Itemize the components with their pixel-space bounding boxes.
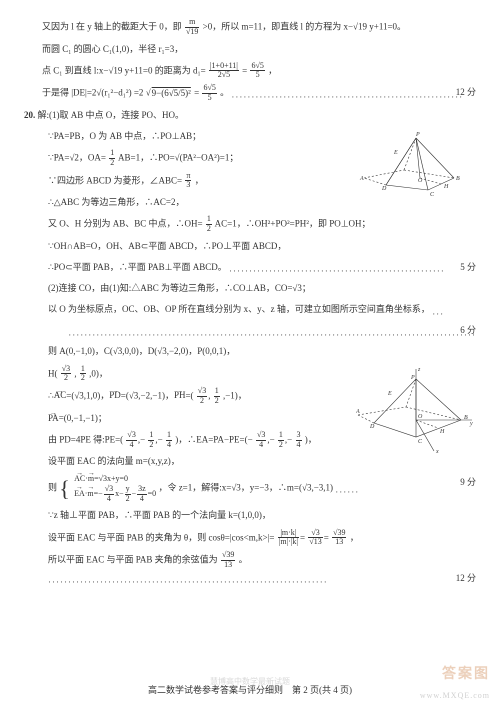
text-line: 而圆 C₁ 的圆心 C₁(1,0)，半径 r₁=3， xyxy=(24,41,476,58)
text-line: ∵OH∩AB=O，OH、AB⊂平面 ABCD，∴PO⊥平面 ABCD， xyxy=(24,238,476,255)
text-line: 以 O 为坐标原点，OC、OB、OP 所在直线分别为 x、y、z 轴，可建立如图… xyxy=(24,301,476,318)
text-line: ∴△ABC 为等边三角形，∴AC=2， xyxy=(24,194,476,211)
watermark-main: 答案图 xyxy=(442,662,490,689)
text-line: H( √32 , 12 ,0)， xyxy=(24,365,476,384)
text-line: ∵PA=√2，OA= 12 AB=1，∴PO=√(PA²−OA²)=1； xyxy=(24,149,476,168)
text-line: 由 PD=4PE 得:PE=( √34,− 12,− 14 )，∴EA=PA−P… xyxy=(24,431,476,450)
text-line: 又 O、H 分别为 AB、BC 中点，∴OH= 12 AC=1，∴OH²+PO²… xyxy=(24,215,476,234)
text-line: 所以平面 EAC 与平面 PAB 夹角的余弦值为 √3913 。 ·······… xyxy=(24,551,476,587)
question-number: 20. xyxy=(24,110,35,120)
text-line: ········································… xyxy=(24,322,476,339)
text-line: 则 A(0,−1,0)，C(√3,0,0)，D(√3,−2,0)，P(0,0,1… xyxy=(24,343,476,360)
score-label: 9 分 xyxy=(460,474,476,491)
fraction: m√19 xyxy=(185,18,199,37)
text-line: PAPA=(0,−1,−1)；=(0,−1,−1)； xyxy=(24,410,476,427)
text-line: ∵四边形 ABCD 为菱形，∠ABC= π3 ， xyxy=(24,172,476,191)
text-line: ∵z 轴⊥平面 PAB，∴平面 PAB 的一个法向量 k=(1,0,0)， xyxy=(24,507,476,524)
score-label: 12 分 xyxy=(456,84,476,101)
watermark-mid: 慧博高中数学最新试题 xyxy=(210,674,290,689)
watermark-sub: www.MXQE.com xyxy=(420,688,490,703)
q20-line: 20. 解:(1)取 AB 中点 O，连接 PO、HO。 xyxy=(24,107,476,124)
text: 又因为 l 在 y 轴上的截距大于 0，即 xyxy=(42,21,182,31)
text-line: 于是得 |DE|=2√(r₁²−d₁²) =2 √9−(6√5/5)² = 6√… xyxy=(24,84,476,103)
text-line: 则 { AC·m=√3x+y=0 EA·m=−√34x−y2−3z4=0 ，令 … xyxy=(24,474,476,503)
text-line: ∵PA=PB，O 为 AB 中点，∴PO⊥AB； xyxy=(24,128,476,145)
score-label: 6 分 xyxy=(460,322,476,339)
score-label: 5 分 xyxy=(460,259,476,276)
text-line: 点 C₁ 到直线 l:x−√19 y+11=0 的距离为 d₁= |1+0+11… xyxy=(24,62,476,81)
text-line: 又因为 l 在 y 轴上的截距大于 0，即 m√19 >0，所以 m=11，即直… xyxy=(24,18,476,37)
score-label: 12 分 xyxy=(456,570,476,587)
text-line: ∴PO⊂平面 PAB，∴平面 PAB⊥平面 ABCD。 ············… xyxy=(24,259,476,276)
text-line: ∴AC∴AC=(√3,1,0)，PD=(√3,−2,−1)，PH=(=(√3,1… xyxy=(24,387,476,406)
text: >0，所以 m=11，即直线 l 的方程为 x−√19 y+11=0。 xyxy=(203,21,406,31)
text-line: 设平面 EAC 与平面 PAB 的夹角为 θ，则 cosθ=|cos<m,k>|… xyxy=(24,529,476,548)
text-line: (2)连接 CO，由(1)知:△ABC 为等边三角形，∴CO⊥AB，CO=√3； xyxy=(24,280,476,297)
